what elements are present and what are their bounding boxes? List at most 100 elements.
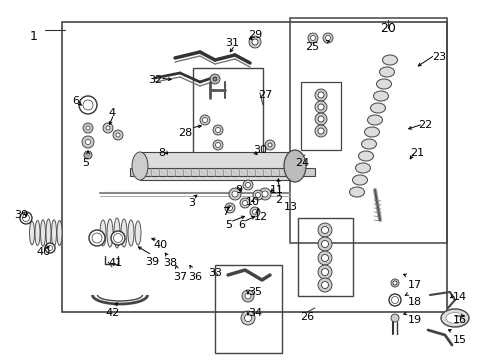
Circle shape	[213, 125, 223, 135]
Text: 11: 11	[269, 185, 284, 195]
Circle shape	[111, 231, 125, 245]
Circle shape	[317, 237, 331, 251]
Text: 40: 40	[153, 240, 167, 250]
Circle shape	[84, 151, 92, 159]
Circle shape	[317, 116, 324, 122]
Ellipse shape	[376, 79, 391, 89]
Circle shape	[79, 96, 97, 114]
Text: 9: 9	[235, 185, 242, 195]
Circle shape	[20, 212, 32, 224]
Circle shape	[248, 36, 261, 48]
Circle shape	[215, 143, 220, 148]
Bar	[289, 18, 446, 243]
Bar	[297, 218, 352, 296]
Bar	[130, 168, 314, 176]
Text: 18: 18	[407, 297, 421, 307]
Ellipse shape	[286, 152, 303, 180]
Circle shape	[314, 89, 326, 101]
Bar	[301, 82, 340, 150]
Circle shape	[317, 128, 324, 134]
Text: 30: 30	[252, 145, 266, 155]
Text: 5: 5	[82, 158, 89, 168]
Circle shape	[392, 281, 396, 285]
Circle shape	[83, 123, 93, 133]
Text: 16: 16	[452, 315, 466, 325]
Text: 38: 38	[163, 258, 177, 268]
Circle shape	[227, 206, 232, 211]
Text: 26: 26	[299, 312, 313, 322]
Circle shape	[85, 140, 90, 144]
Text: 12: 12	[253, 212, 267, 222]
Circle shape	[242, 290, 253, 302]
Ellipse shape	[46, 219, 51, 247]
Text: 20: 20	[379, 22, 395, 35]
Text: 3: 3	[187, 198, 195, 208]
Ellipse shape	[440, 309, 468, 327]
Text: 27: 27	[258, 90, 272, 100]
Text: 25: 25	[305, 42, 319, 52]
Circle shape	[314, 101, 326, 113]
Text: 31: 31	[224, 38, 239, 48]
Circle shape	[47, 246, 52, 251]
Bar	[140, 152, 294, 180]
Circle shape	[200, 115, 209, 125]
Text: 21: 21	[409, 148, 423, 158]
Ellipse shape	[445, 312, 463, 324]
Text: 5: 5	[224, 220, 231, 230]
Circle shape	[242, 201, 247, 206]
Ellipse shape	[107, 219, 113, 247]
Text: 2: 2	[274, 195, 282, 205]
Text: 14: 14	[452, 292, 466, 302]
Circle shape	[240, 198, 249, 208]
Text: 7: 7	[222, 207, 229, 217]
Circle shape	[323, 33, 332, 43]
Circle shape	[244, 293, 250, 299]
Circle shape	[325, 36, 330, 41]
Ellipse shape	[382, 55, 397, 65]
Circle shape	[213, 77, 217, 81]
Ellipse shape	[367, 115, 382, 125]
Ellipse shape	[35, 220, 40, 246]
Circle shape	[244, 315, 251, 321]
Text: 6: 6	[238, 220, 244, 230]
Circle shape	[243, 180, 252, 190]
Circle shape	[45, 243, 55, 253]
Circle shape	[86, 126, 90, 130]
Text: 35: 35	[247, 287, 262, 297]
Ellipse shape	[355, 163, 370, 173]
Text: 34: 34	[247, 308, 262, 318]
Bar	[193, 68, 263, 158]
Circle shape	[267, 143, 271, 147]
Ellipse shape	[364, 127, 379, 137]
Circle shape	[259, 188, 270, 200]
Text: 17: 17	[407, 280, 421, 290]
Circle shape	[391, 297, 398, 303]
Text: 33: 33	[207, 268, 222, 278]
Circle shape	[116, 133, 120, 137]
Ellipse shape	[100, 220, 106, 246]
Text: 15: 15	[452, 335, 466, 345]
Text: 24: 24	[294, 158, 308, 168]
Ellipse shape	[114, 218, 120, 248]
Text: 10: 10	[245, 197, 260, 207]
Circle shape	[321, 282, 328, 288]
Circle shape	[106, 126, 110, 130]
Text: 41: 41	[108, 258, 122, 268]
Circle shape	[317, 278, 331, 292]
Ellipse shape	[284, 150, 305, 182]
Circle shape	[92, 233, 102, 243]
Circle shape	[317, 265, 331, 279]
Text: 42: 42	[105, 308, 119, 318]
Circle shape	[314, 125, 326, 137]
Circle shape	[241, 311, 254, 325]
Text: 8: 8	[158, 148, 165, 158]
Circle shape	[317, 223, 331, 237]
Circle shape	[321, 240, 328, 248]
Text: 19: 19	[407, 315, 421, 325]
Circle shape	[321, 255, 328, 261]
Circle shape	[249, 207, 260, 217]
Circle shape	[103, 123, 113, 133]
Circle shape	[224, 203, 235, 213]
Text: 32: 32	[148, 75, 162, 85]
Text: 4: 4	[108, 108, 115, 118]
